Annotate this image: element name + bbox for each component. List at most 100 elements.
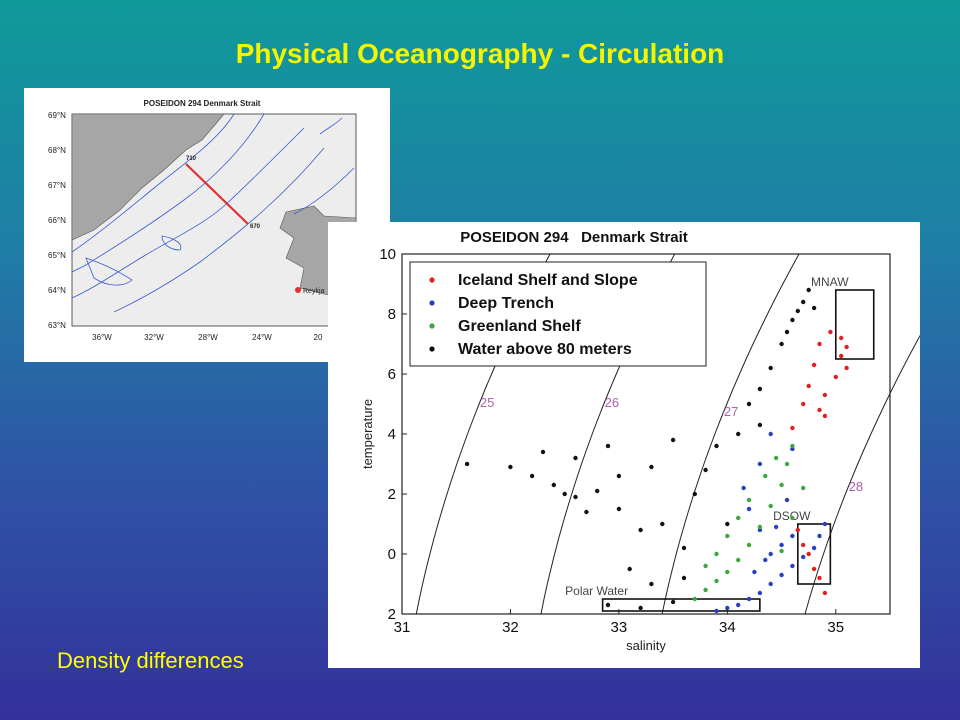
data-point (790, 425, 795, 431)
data-point (562, 491, 567, 497)
reykjavik-marker (295, 287, 301, 293)
legend-marker (429, 346, 435, 352)
data-point (703, 563, 708, 569)
station-section-line (185, 163, 249, 225)
y-tick-label: 2 (388, 606, 396, 623)
data-point (692, 596, 697, 602)
lat-label: 69°N (48, 111, 66, 120)
data-point (638, 527, 643, 533)
data-point (660, 521, 665, 527)
data-point (752, 569, 757, 575)
lon-label: 20 (314, 333, 323, 342)
data-point (801, 299, 806, 305)
lon-label: 28°W (198, 333, 218, 342)
data-point (773, 524, 779, 530)
data-point (822, 590, 828, 596)
data-point (605, 602, 611, 608)
x-tick-label: 32 (502, 619, 519, 636)
data-point (681, 545, 687, 551)
data-point (806, 551, 811, 557)
data-point (725, 605, 730, 611)
city-label: Reykja (303, 288, 325, 295)
y-tick-label: 10 (379, 246, 396, 263)
data-point (757, 461, 763, 467)
data-point (795, 527, 800, 533)
data-point (795, 308, 800, 314)
legend-marker (429, 300, 435, 306)
y-tick-label: 2 (388, 486, 396, 503)
data-point (649, 581, 654, 587)
data-point (817, 407, 822, 413)
data-point (670, 437, 676, 443)
data-point (833, 374, 838, 380)
data-point (725, 521, 730, 527)
greenland-land (71, 113, 225, 241)
x-tick-label: 33 (611, 619, 628, 636)
data-point (529, 473, 535, 479)
x-axis-label: salinity (626, 638, 666, 653)
data-point (649, 464, 654, 470)
data-point (790, 515, 795, 521)
longitude-labels: 36°W 32°W 28°W 24°W 20 (92, 333, 323, 342)
x-tick-label: 31 (394, 619, 411, 636)
isopycnal-label: 28 (849, 479, 863, 494)
data-point (464, 461, 470, 467)
data-point (746, 596, 752, 602)
data-point (811, 545, 817, 551)
data-point (779, 542, 784, 548)
data-point (801, 485, 806, 491)
y-tick-label: 0 (388, 546, 396, 563)
data-point (768, 431, 773, 437)
ts-diagram-panel: POSEIDON 294 Denmark Strait 25 26 27 28 Pol… (328, 222, 960, 668)
data-point (714, 608, 719, 614)
data-point (839, 335, 844, 341)
data-point (763, 473, 768, 479)
data-point (725, 569, 730, 575)
axis-ticks: 31 32 33 34 35 2 0 2 4 6 8 10 (379, 246, 844, 636)
data-point (822, 413, 828, 419)
data-point (844, 344, 849, 350)
data-point (844, 365, 849, 371)
data-point (757, 590, 763, 596)
water-mass-box (601, 598, 761, 612)
data-point (725, 533, 730, 539)
data-point (839, 353, 844, 359)
legend-box (409, 261, 707, 367)
data-point (822, 392, 828, 398)
data-point (573, 455, 578, 461)
data-point (768, 551, 773, 557)
data-point (784, 497, 790, 503)
data-point (790, 533, 795, 539)
data-point (736, 431, 741, 437)
lat-label: 68°N (48, 146, 66, 155)
data-point (763, 557, 768, 563)
data-point (736, 602, 741, 608)
x-tick-label: 35 (827, 619, 844, 636)
data-point (692, 491, 697, 497)
data-point (779, 572, 784, 578)
data-point (779, 548, 784, 554)
data-point (595, 488, 600, 494)
latitude-labels: 69°N 68°N 67°N 66°N 65°N 64°N 63°N (48, 111, 66, 330)
data-point (746, 542, 752, 548)
data-point (790, 443, 795, 449)
data-point (801, 542, 806, 548)
legend-marker (429, 323, 435, 329)
y-tick-label: 8 (388, 306, 396, 323)
data-point (605, 443, 611, 449)
lat-label: 65°N (48, 251, 66, 260)
data-point (757, 422, 763, 428)
data-point (773, 455, 779, 461)
legend-marker (429, 277, 435, 283)
station-end-label: 670 (250, 224, 261, 230)
data-point (801, 554, 806, 560)
lon-label: 36°W (92, 333, 112, 342)
data-point (757, 386, 763, 392)
data-point (703, 587, 708, 593)
lat-label: 64°N (48, 286, 66, 295)
data-point (822, 521, 828, 527)
data-point (811, 566, 817, 572)
data-point (828, 329, 833, 335)
y-axis-label: temperature (360, 399, 375, 469)
data-point (768, 503, 773, 509)
